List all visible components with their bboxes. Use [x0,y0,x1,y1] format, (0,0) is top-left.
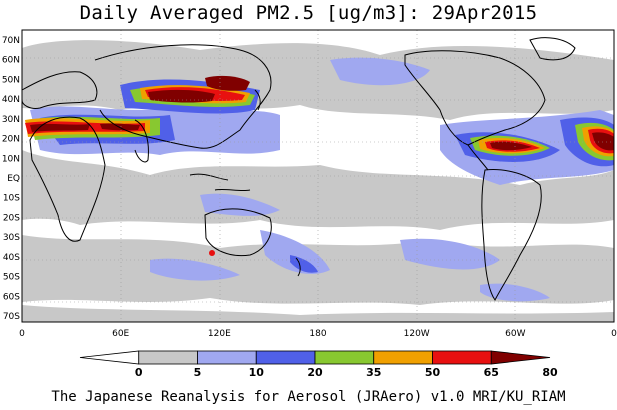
lat-label: 40N [2,95,20,105]
colorbar-tick-label: 80 [542,366,558,379]
lon-label: 120E [208,329,231,339]
lon-label: 60W [505,329,525,339]
colorbar-tick-label: 50 [425,366,441,379]
lat-label: 60S [3,292,20,302]
colorbar-tick-label: 5 [194,366,202,379]
lat-label: 10N [2,154,20,164]
colorbar-segment [138,350,198,365]
lat-label: 30N [2,115,20,125]
colorbar-segment [79,350,140,365]
colorbar-tick-label: 10 [249,366,265,379]
graticule [22,30,614,322]
latitude-labels: 70N 60N 50N 40N 30N 20N 10N EQ 10S 20S 30S 40S 50S 60… [2,36,20,322]
map-frame [21,29,615,323]
colorbar: 0 5 10 20 35 50 65 80 [79,350,558,379]
colorbar-segment [490,350,551,365]
lat-label: 50S [3,273,20,283]
lat-label: EQ [7,174,20,184]
colorbar-segment [255,350,316,365]
map-title: Daily Averaged PM2.5 [ug/m3]: 29Apr2015 [79,2,538,24]
footer-credit: The Japanese Reanalysis for Aerosol (JRA… [51,389,566,405]
colorbar-tick-label: 0 [135,366,143,379]
pm-field-darkred [30,75,614,151]
lat-label: 50N [2,75,20,85]
lon-label: 120W [404,329,430,339]
lat-label: 70S [3,312,20,322]
colorbar-tick-label: 20 [307,366,323,379]
lat-label: 70N [2,36,20,46]
lon-label: 0 [611,329,617,339]
colorbar-segment [373,350,433,365]
lon-label: 180 [309,329,326,339]
lat-label: 20N [2,135,20,145]
colorbar-tick-label: 35 [366,366,381,379]
colorbar-segment [314,350,375,365]
lat-label: 10S [3,194,20,204]
colorbar-tick-label: 65 [484,366,499,379]
lat-label: 30S [3,233,20,243]
lat-label: 60N [2,56,20,66]
lon-label: 60E [112,329,129,339]
lat-label: 20S [3,213,20,223]
colorbar-segment [197,350,257,365]
lon-label: 0 [19,329,25,339]
lat-label: 40S [3,253,20,263]
colorbar-segment [432,350,492,365]
longitude-labels: 0 60E 120E 180 120W 60W 0 [19,329,617,339]
